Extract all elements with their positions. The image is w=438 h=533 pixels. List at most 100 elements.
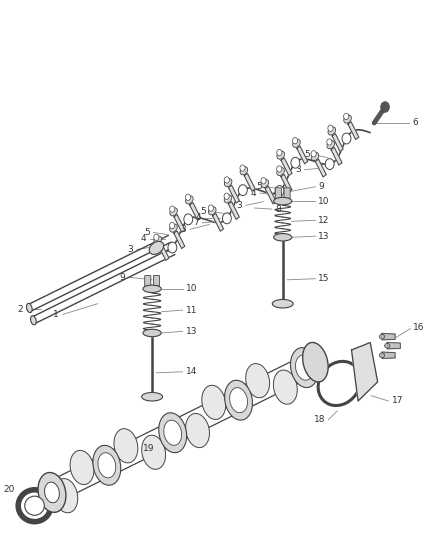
Ellipse shape (327, 141, 335, 149)
Ellipse shape (303, 342, 328, 382)
Polygon shape (228, 201, 239, 220)
Text: 8: 8 (276, 205, 281, 214)
Ellipse shape (159, 413, 187, 453)
Polygon shape (315, 159, 326, 177)
Ellipse shape (141, 435, 166, 470)
Circle shape (170, 206, 175, 212)
Text: 9: 9 (120, 273, 125, 281)
Circle shape (208, 205, 213, 211)
Circle shape (381, 102, 389, 112)
Circle shape (325, 159, 334, 169)
Text: 3: 3 (127, 245, 134, 254)
Ellipse shape (379, 334, 385, 339)
Polygon shape (229, 185, 240, 203)
Ellipse shape (261, 180, 268, 188)
Text: 18: 18 (314, 415, 325, 424)
FancyBboxPatch shape (284, 188, 290, 198)
Ellipse shape (45, 482, 60, 503)
Circle shape (184, 214, 193, 225)
Ellipse shape (164, 420, 182, 445)
Ellipse shape (290, 348, 318, 387)
Ellipse shape (224, 195, 232, 203)
Circle shape (185, 194, 191, 200)
Circle shape (343, 113, 349, 119)
Polygon shape (174, 214, 185, 232)
Ellipse shape (70, 450, 94, 484)
Ellipse shape (379, 353, 385, 358)
Polygon shape (212, 213, 223, 231)
Ellipse shape (114, 429, 138, 463)
Ellipse shape (154, 236, 162, 244)
FancyBboxPatch shape (145, 276, 151, 286)
Text: 4: 4 (141, 235, 146, 244)
Ellipse shape (54, 479, 78, 513)
Ellipse shape (274, 197, 292, 205)
Text: 7: 7 (193, 219, 199, 228)
Ellipse shape (25, 496, 44, 515)
Ellipse shape (143, 285, 161, 293)
Polygon shape (331, 147, 342, 165)
Ellipse shape (143, 329, 161, 337)
Ellipse shape (273, 370, 297, 404)
Ellipse shape (385, 343, 390, 348)
Ellipse shape (141, 392, 162, 401)
Text: 1: 1 (53, 310, 59, 319)
Text: 3: 3 (181, 225, 187, 234)
FancyBboxPatch shape (276, 188, 282, 198)
Text: 13: 13 (318, 232, 330, 241)
Polygon shape (352, 343, 378, 401)
Circle shape (277, 166, 282, 172)
Polygon shape (297, 146, 308, 164)
Ellipse shape (272, 300, 293, 308)
Polygon shape (382, 352, 395, 359)
Text: 6: 6 (412, 118, 418, 127)
Ellipse shape (240, 167, 247, 175)
Circle shape (327, 139, 332, 145)
Text: 10: 10 (186, 284, 197, 293)
Ellipse shape (277, 151, 285, 159)
Circle shape (291, 157, 300, 168)
Circle shape (275, 185, 284, 197)
Text: 5: 5 (144, 228, 150, 237)
Text: 13: 13 (186, 327, 197, 336)
Polygon shape (387, 343, 400, 349)
Circle shape (277, 149, 282, 156)
Ellipse shape (230, 387, 247, 413)
Polygon shape (348, 122, 359, 140)
Circle shape (224, 177, 230, 183)
Ellipse shape (344, 115, 351, 123)
Ellipse shape (274, 233, 292, 241)
Circle shape (240, 165, 245, 171)
Text: 12: 12 (318, 216, 330, 225)
Circle shape (293, 138, 298, 144)
Ellipse shape (311, 152, 319, 160)
Polygon shape (382, 334, 395, 340)
Circle shape (342, 133, 351, 144)
Text: 16: 16 (413, 323, 425, 332)
Circle shape (170, 222, 175, 229)
Ellipse shape (224, 179, 232, 187)
Circle shape (328, 125, 333, 132)
Text: 2: 2 (17, 304, 23, 313)
Ellipse shape (186, 196, 193, 204)
Text: 17: 17 (392, 397, 403, 406)
Circle shape (261, 177, 266, 184)
Circle shape (154, 234, 159, 240)
Ellipse shape (208, 207, 216, 215)
Ellipse shape (26, 303, 32, 312)
Ellipse shape (186, 414, 209, 448)
Ellipse shape (170, 208, 177, 216)
Ellipse shape (31, 316, 36, 325)
Polygon shape (281, 174, 292, 192)
Circle shape (224, 193, 229, 199)
Ellipse shape (277, 167, 284, 176)
Text: 5: 5 (200, 207, 206, 216)
Ellipse shape (296, 355, 313, 380)
Ellipse shape (38, 472, 66, 512)
Text: 14: 14 (186, 367, 197, 376)
Text: 10: 10 (318, 197, 330, 206)
Polygon shape (281, 158, 292, 176)
Ellipse shape (246, 364, 269, 398)
Text: 3: 3 (237, 201, 242, 210)
Polygon shape (174, 231, 185, 248)
